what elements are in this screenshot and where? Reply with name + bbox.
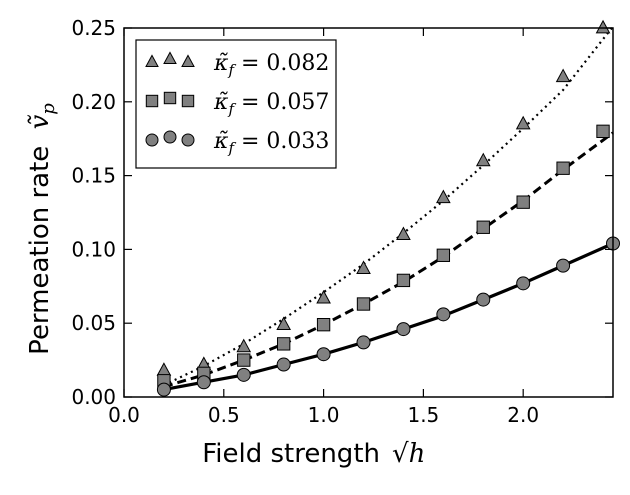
legend-entries: κ̃f = 0.082 κ̃f = 0.057 κ̃f = 0.033 bbox=[145, 51, 329, 157]
data-point-square bbox=[316, 318, 331, 332]
y-tick-label: 0.00 bbox=[71, 385, 116, 409]
data-point-square bbox=[556, 161, 570, 175]
data-point-circle bbox=[356, 335, 371, 350]
data-point-circle bbox=[276, 357, 291, 372]
y-tick-label: 0.10 bbox=[71, 237, 116, 261]
legend: κ̃f = 0.082 κ̃f = 0.057 κ̃f = 0.033 bbox=[135, 39, 337, 169]
y-tick-label: 0.20 bbox=[71, 90, 116, 114]
data-point-square bbox=[356, 297, 371, 311]
x-tick-label: 0.0 bbox=[108, 403, 140, 427]
legend-entry-triangle: κ̃f = 0.082 bbox=[145, 51, 329, 79]
x-tick-label: 1.5 bbox=[407, 403, 439, 427]
legend-label: κ̃f = 0.057 bbox=[213, 90, 329, 118]
y-tick-label: 0.05 bbox=[71, 311, 116, 335]
x-tick-label: 1.0 bbox=[308, 403, 340, 427]
data-point-square bbox=[516, 195, 530, 209]
y-tick-label: 0.25 bbox=[71, 16, 116, 40]
data-point-triangle bbox=[555, 68, 571, 83]
x-axis-label-symbol: √h bbox=[392, 439, 425, 469]
legend-marker-circle bbox=[181, 133, 195, 147]
data-point-triangle bbox=[316, 289, 331, 304]
data-point-square bbox=[396, 273, 411, 288]
data-point-square bbox=[476, 220, 490, 234]
data-point-circle bbox=[316, 347, 331, 362]
svg-text:Permeation rate ṽp: Permeation rate ṽp bbox=[25, 103, 59, 355]
plot-frame bbox=[123, 27, 614, 398]
x-axis-label-text: Field strength bbox=[202, 439, 380, 469]
legend-label: κ̃f = 0.033 bbox=[213, 129, 329, 157]
x-axis-symbol-text: √h bbox=[392, 439, 425, 469]
data-point-triangle bbox=[276, 316, 292, 331]
y-axis-label-symbol: ṽ bbox=[25, 114, 55, 129]
x-axis-label: Field strength bbox=[202, 439, 380, 469]
data-point-triangle bbox=[475, 152, 491, 167]
data-point-square bbox=[276, 337, 291, 351]
legend-marker-square bbox=[145, 94, 159, 108]
axis-ticks bbox=[123, 27, 613, 398]
y-tick-label: 0.15 bbox=[71, 164, 116, 188]
data-point-circle bbox=[436, 307, 451, 322]
legend-marker-square bbox=[163, 91, 177, 105]
legend-label: κ̃f = 0.082 bbox=[213, 51, 329, 79]
legend-entry-circle: κ̃f = 0.033 bbox=[145, 129, 329, 157]
legend-marker-triangle bbox=[145, 54, 159, 67]
data-point-triangle bbox=[396, 226, 411, 241]
data-point-circle bbox=[476, 292, 491, 307]
x-tick-label: 0.5 bbox=[208, 403, 240, 427]
y-axis-label: Permeation rate ṽp bbox=[25, 103, 59, 355]
data-point-square bbox=[237, 353, 251, 367]
data-point-circle bbox=[196, 375, 211, 390]
fit-line-triangle bbox=[163, 25, 614, 387]
x-tick-label: 2.0 bbox=[507, 403, 539, 427]
data-point-square bbox=[436, 248, 451, 262]
data-point-circle bbox=[236, 367, 251, 382]
data-point-circle bbox=[156, 382, 171, 397]
data-point-triangle bbox=[356, 260, 371, 274]
data-point-circle bbox=[556, 258, 571, 273]
legend-marker-triangle bbox=[163, 51, 177, 64]
legend-marker-triangle bbox=[181, 54, 195, 67]
data-point-circle bbox=[516, 276, 531, 291]
y-axis-label-subscript: p bbox=[38, 103, 59, 115]
data-markers bbox=[156, 19, 620, 397]
y-axis-label-text: Permeation rate bbox=[25, 146, 55, 355]
data-point-triangle bbox=[515, 115, 531, 130]
legend-marker-circle bbox=[163, 130, 177, 144]
data-point-triangle bbox=[236, 338, 252, 353]
tick-labels: 0.0 0.5 1.0 1.5 2.0 0.00 0.05 0.10 0.15 0.20 0.25 bbox=[71, 16, 539, 427]
legend-marker-square bbox=[181, 94, 195, 108]
data-point-triangle bbox=[595, 19, 611, 34]
data-point-circle bbox=[396, 322, 411, 337]
legend-marker-circle bbox=[145, 133, 159, 147]
legend-entry-square: κ̃f = 0.057 bbox=[145, 90, 329, 118]
data-point-square bbox=[596, 124, 610, 138]
data-point-triangle bbox=[436, 189, 451, 204]
